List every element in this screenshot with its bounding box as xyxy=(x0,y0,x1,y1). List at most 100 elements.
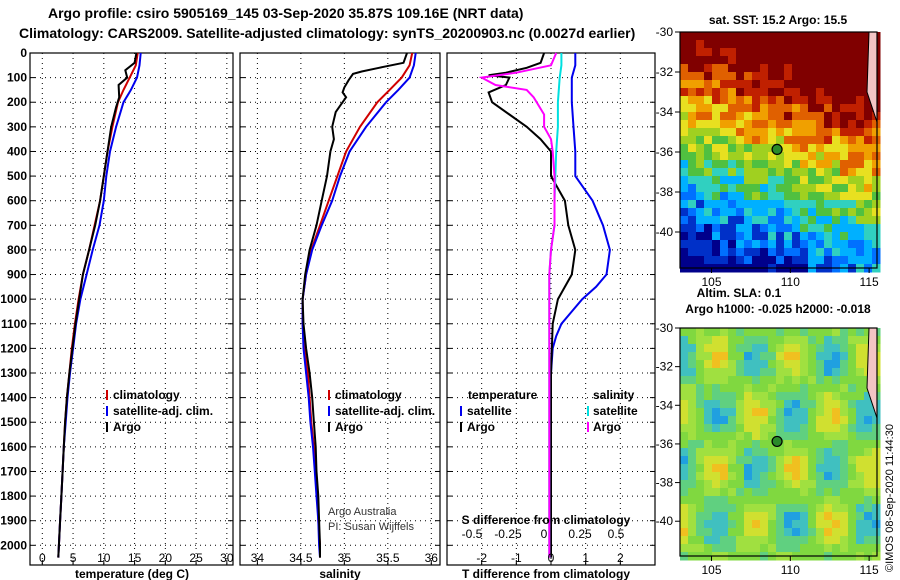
map-cell xyxy=(680,384,689,393)
map-cell xyxy=(744,192,753,201)
map-cell xyxy=(864,480,873,489)
map-cell xyxy=(704,152,713,161)
map-cell xyxy=(872,128,881,137)
map-cell xyxy=(808,376,817,385)
map-cell xyxy=(872,416,881,425)
map-cell xyxy=(784,536,793,545)
map-cell xyxy=(720,472,729,481)
map-cell xyxy=(712,384,721,393)
map-cell xyxy=(776,376,785,385)
map-cell xyxy=(840,392,849,401)
map-cell xyxy=(768,512,777,521)
map-cell xyxy=(760,64,769,73)
depth-tick-label: 100 xyxy=(7,71,27,85)
map-cell xyxy=(824,144,833,153)
map-cell xyxy=(848,176,857,185)
map-cell xyxy=(872,496,881,505)
map-cell xyxy=(712,512,721,521)
map-cell xyxy=(704,240,713,249)
map-cell xyxy=(760,128,769,137)
map-cell xyxy=(752,528,761,537)
map-cell xyxy=(680,464,689,473)
map-cell xyxy=(776,520,785,529)
map-cell xyxy=(864,112,873,121)
panel-salinity xyxy=(239,52,441,566)
depth-tick-label: 1600 xyxy=(0,440,27,454)
map-cell xyxy=(752,440,761,449)
map-cell xyxy=(848,200,857,209)
depth-tick-label: 300 xyxy=(7,120,27,134)
map-cell xyxy=(816,176,825,185)
map-cell xyxy=(688,368,697,377)
map-cell xyxy=(736,80,745,89)
map-cell xyxy=(856,232,865,241)
map-cell xyxy=(792,424,801,433)
map-cell xyxy=(832,144,841,153)
map-cell xyxy=(840,40,849,49)
map-cell xyxy=(752,160,761,169)
map-cell xyxy=(680,136,689,145)
map-cell xyxy=(848,208,857,217)
map-cell xyxy=(752,240,761,249)
map-cell xyxy=(816,384,825,393)
map-cell xyxy=(736,56,745,65)
map-cell xyxy=(744,40,753,49)
map-cell xyxy=(800,416,809,425)
map-cell xyxy=(760,32,769,41)
map-cell xyxy=(800,440,809,449)
map-cell xyxy=(744,512,753,521)
map-cell xyxy=(720,56,729,65)
map-cell xyxy=(688,248,697,257)
map-cell xyxy=(728,248,737,257)
map-frame xyxy=(679,327,878,557)
map-cell xyxy=(784,440,793,449)
map-cell xyxy=(680,496,689,505)
map-cell xyxy=(824,464,833,473)
map-cell xyxy=(744,136,753,145)
map-cell xyxy=(712,88,721,97)
map-cell xyxy=(728,72,737,81)
map-cell xyxy=(736,184,745,193)
map-cell xyxy=(728,112,737,121)
map-cell xyxy=(760,144,769,153)
map-cell xyxy=(704,40,713,49)
map-cell xyxy=(832,192,841,201)
map-cell xyxy=(864,120,873,129)
map-cell xyxy=(824,64,833,73)
map-cell xyxy=(712,168,721,177)
map-cell xyxy=(760,232,769,241)
map-cell xyxy=(848,160,857,169)
map-cell xyxy=(832,368,841,377)
map-cell xyxy=(832,216,841,225)
map-cell xyxy=(704,520,713,529)
map-cell xyxy=(808,448,817,457)
map-cell xyxy=(768,176,777,185)
map-cell xyxy=(832,248,841,257)
map-cell xyxy=(816,128,825,137)
depth-tick-label: 1400 xyxy=(0,391,27,405)
map-cell xyxy=(832,336,841,345)
map-cell xyxy=(848,392,857,401)
map-cell xyxy=(824,112,833,121)
map-cell xyxy=(736,416,745,425)
map-cell xyxy=(800,208,809,217)
grid xyxy=(447,52,655,565)
legend-header-salinity: salinity xyxy=(593,388,635,402)
map-cell xyxy=(808,424,817,433)
map-cell xyxy=(768,256,777,265)
map-cell xyxy=(856,144,865,153)
map-cell xyxy=(680,112,689,121)
map-cell xyxy=(760,112,769,121)
map-cell xyxy=(800,408,809,417)
map-cell xyxy=(816,376,825,385)
legend-header-temperature: temperature xyxy=(468,388,538,402)
map-cell xyxy=(816,216,825,225)
argo-float-marker xyxy=(771,143,783,155)
map-cell xyxy=(776,248,785,257)
map-cell xyxy=(816,496,825,505)
map-cell xyxy=(776,120,785,129)
map-cell xyxy=(696,472,705,481)
map-cell xyxy=(704,104,713,113)
map-cell xyxy=(808,256,817,265)
map-cell xyxy=(808,480,817,489)
